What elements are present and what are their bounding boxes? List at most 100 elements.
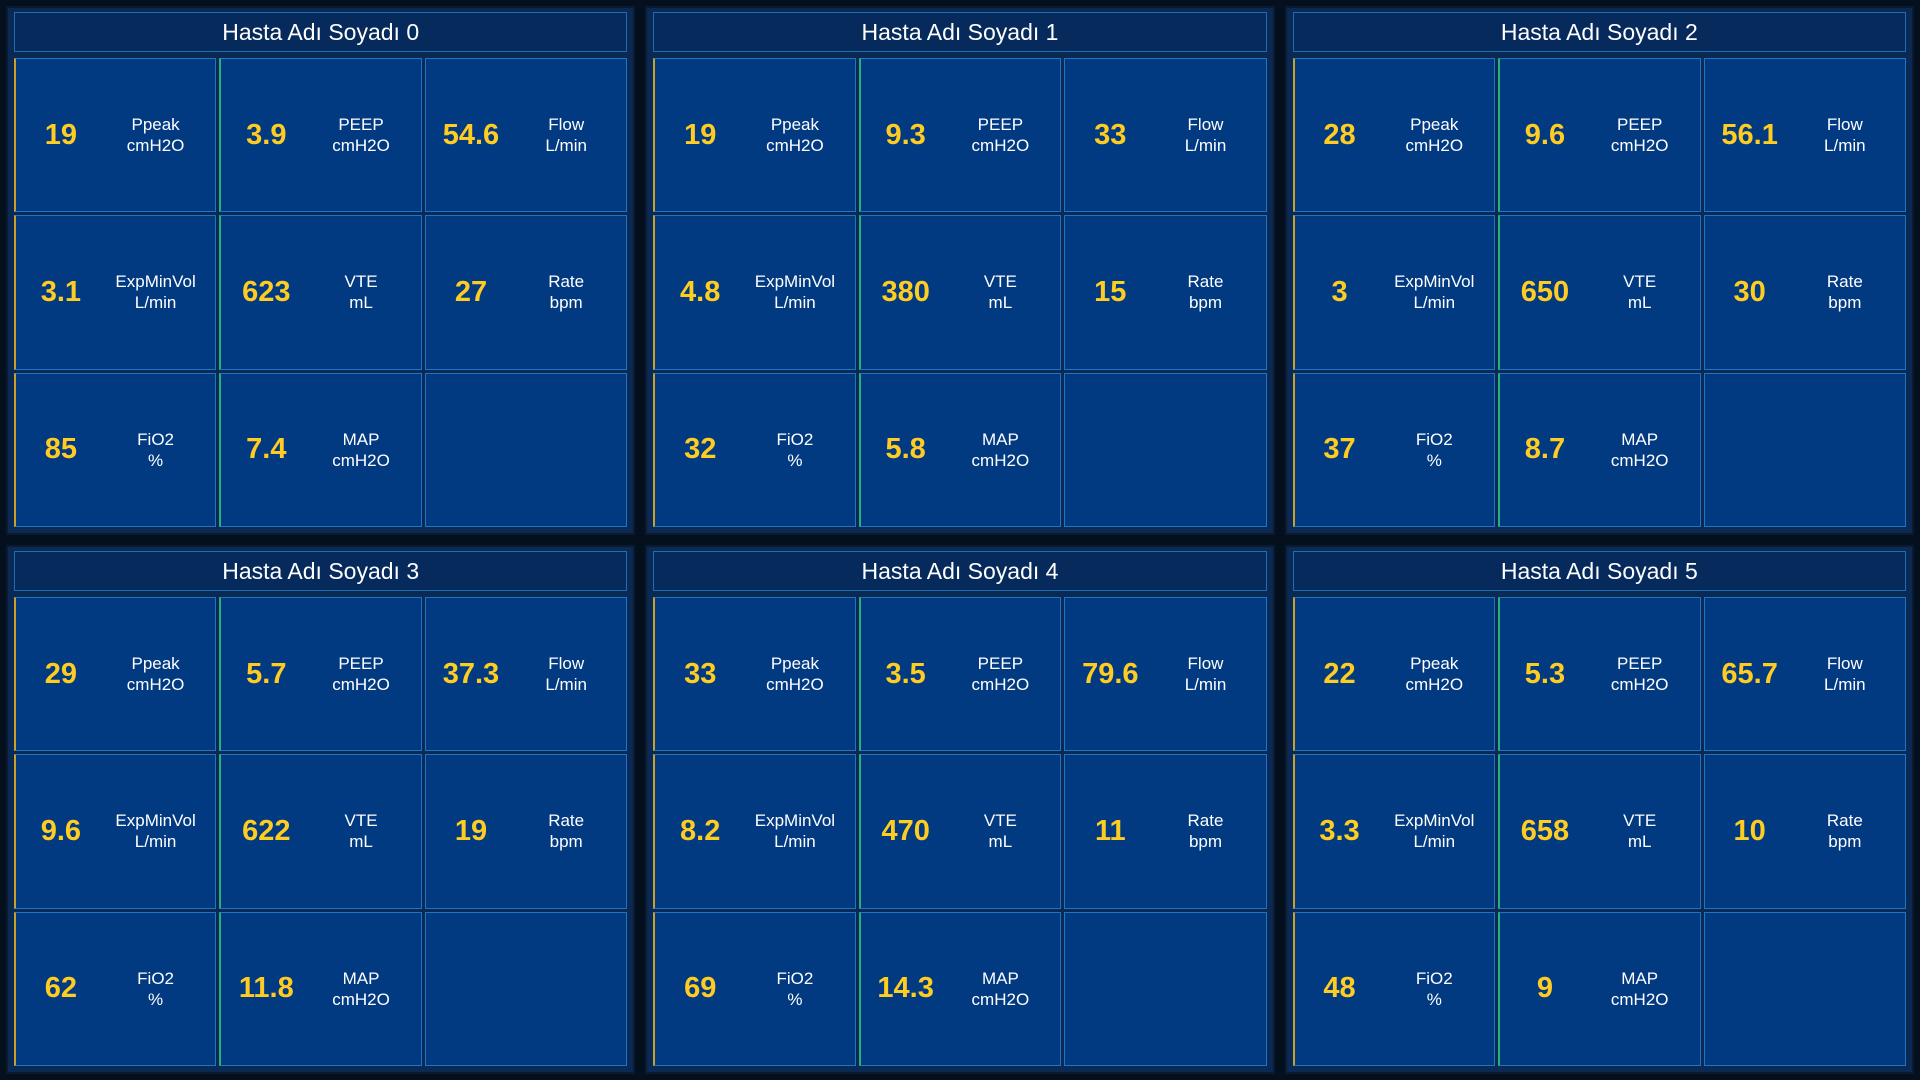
metric-tile: 9.6 ExpMinVol L/min — [14, 754, 217, 909]
metric-meta: FiO2% — [1384, 968, 1484, 1010]
metric-tile: 658 VTE mL — [1498, 754, 1701, 909]
metric-value: 37.3 — [442, 657, 500, 690]
metric-tile: 22 Ppeak cmH2O — [1292, 597, 1496, 752]
metric-label: MAP — [1621, 968, 1659, 988]
metric-tile: 48 FiO2% — [1292, 911, 1496, 1066]
metric-label: FiO2 — [137, 968, 175, 988]
metric-unit: mL — [1627, 832, 1652, 852]
metric-meta: PEEP cmH2O — [951, 114, 1051, 156]
metric-tile: 11 Rate bpm — [1064, 754, 1267, 909]
metric-unit: L/min — [774, 832, 816, 852]
metric-label: ExpMinVol — [115, 811, 196, 831]
metric-label: ExpMinVol — [115, 272, 196, 292]
metric-meta: Flow L/min — [1155, 653, 1255, 695]
metric-meta: Ppeak cmH2O — [1384, 653, 1484, 695]
metric-meta: PEEP cmH2O — [1590, 653, 1690, 695]
metric-meta: Ppeak cmH2O — [106, 114, 206, 156]
metric-label: ExpMinVol — [754, 811, 836, 831]
metric-label: VTE — [983, 811, 1017, 831]
patient-panel: Hasta Adı Soyadı 5 22 Ppeak cmH2O 5.3 PEEP cmH… — [1284, 545, 1914, 1074]
metric-meta: MAP cmH2O — [311, 968, 411, 1010]
metric-meta: Rate bpm — [1155, 810, 1255, 852]
metric-label: VTE — [344, 811, 378, 831]
metric-value: 22 — [1323, 657, 1356, 690]
metric-value: 11 — [1094, 814, 1126, 847]
metric-value: 54.6 — [442, 118, 500, 151]
metric-value: 8.2 — [680, 814, 721, 847]
metric-tile: 7.4 MAP cmH2O — [219, 372, 422, 527]
metric-meta: MAP cmH2O — [1590, 429, 1690, 471]
metric-label: MAP — [981, 429, 1019, 449]
metric-unit: L/min — [134, 293, 177, 313]
metric-label: Rate — [1826, 811, 1863, 831]
metric-tile: 3 ExpMinVol L/min — [1292, 215, 1496, 370]
metric-meta: Ppeak cmH2O — [745, 114, 845, 156]
empty-metric-tile — [1064, 911, 1267, 1066]
metric-tile: 10 Rate bpm — [1703, 754, 1906, 909]
metric-unit: L/min — [1824, 675, 1866, 695]
metric-unit: mL — [349, 832, 373, 852]
metric-value: 19 — [454, 814, 488, 847]
metric-tile: 3.3 ExpMinVol L/min — [1292, 754, 1496, 909]
metric-meta: FiO2% — [745, 968, 845, 1010]
empty-metric-tile — [424, 911, 628, 1066]
metric-value: 69 — [684, 972, 717, 1005]
metric-label: FiO2 — [1415, 429, 1453, 449]
metric-value: 14.3 — [877, 972, 934, 1005]
metric-label: ExpMinVol — [1394, 811, 1475, 831]
metric-value: 4.8 — [680, 275, 721, 308]
metric-tile-grid: 29 Ppeak cmH2O 5.7 PEEP cmH2O 37.3 Flow L/min 9.6… — [14, 597, 628, 1066]
metric-tile-grid: 28 Ppeak cmH2O 9.6 PEEP cmH2O 56.1 Flow L/min 3 Ex… — [1292, 58, 1906, 527]
metric-unit: cmH2O — [126, 136, 185, 156]
metric-meta: Rate bpm — [1795, 271, 1895, 313]
metric-value: 65.7 — [1721, 657, 1778, 690]
metric-tile: 14.3 MAP cmH2O — [858, 911, 1062, 1066]
metric-label: Flow — [548, 654, 585, 674]
patient-name-title: Hasta Adı Soyadı 4 — [653, 551, 1267, 591]
metric-meta: Flow L/min — [516, 114, 616, 156]
metric-tile: 33 Flow L/min — [1064, 58, 1267, 213]
metric-unit: L/min — [134, 832, 177, 852]
metric-tile: 8.7 MAP cmH2O — [1498, 372, 1701, 527]
metric-value: 19 — [684, 118, 717, 151]
metric-label: Ppeak — [770, 654, 820, 674]
metric-meta: PEEP cmH2O — [311, 114, 411, 156]
metric-label: Rate — [1187, 811, 1224, 831]
metric-meta: PEEP cmH2O — [1590, 114, 1690, 156]
metric-value: 3.3 — [1319, 814, 1360, 847]
metric-meta: ExpMinVol L/min — [106, 271, 206, 313]
metric-unit: cmH2O — [1405, 136, 1464, 156]
metric-tile: 380 VTE mL — [858, 215, 1062, 370]
metric-unit: cmH2O — [1610, 675, 1669, 695]
metric-tile: 19 Rate bpm — [424, 754, 628, 909]
metric-label: FiO2 — [137, 429, 175, 449]
metric-value: 30 — [1733, 275, 1766, 308]
metric-tile: 32 FiO2% — [653, 372, 856, 527]
metric-label: ExpMinVol — [1394, 272, 1475, 292]
metric-tile: 3.1 ExpMinVol L/min — [14, 215, 217, 370]
metric-meta: FiO2% — [1384, 429, 1484, 471]
metric-unit: bpm — [549, 293, 583, 313]
metric-label: PEEP — [1617, 654, 1663, 674]
metric-tile: 8.2 ExpMinVol L/min — [653, 754, 856, 909]
metric-meta: Flow L/min — [1155, 114, 1255, 156]
metric-unit: % — [787, 450, 803, 470]
metric-value: 56.1 — [1721, 118, 1778, 151]
patient-panel: Hasta Adı Soyadı 2 28 Ppeak cmH2O 9.6 PEEP cmH… — [1284, 6, 1914, 535]
metric-meta: MAP cmH2O — [311, 429, 411, 471]
metric-unit: bpm — [1828, 832, 1862, 852]
metric-meta: ExpMinVol L/min — [1384, 810, 1484, 852]
metric-label: Flow — [1826, 115, 1863, 135]
metric-unit: L/min — [1184, 136, 1227, 156]
metric-value: 622 — [242, 814, 291, 847]
metric-value: 3.1 — [40, 275, 82, 308]
metric-tile-grid: 22 Ppeak cmH2O 5.3 PEEP cmH2O 65.7 Flow L/min 3.3… — [1292, 597, 1906, 1066]
metric-value: 9 — [1536, 972, 1554, 1005]
metric-meta: Rate bpm — [1155, 271, 1255, 313]
metric-tile-grid: 19 Ppeak cmH2O 9.3 PEEP cmH2O 33 Flow L/min 4.8 Ex… — [653, 58, 1267, 527]
metric-tile: 4.8 ExpMinVol L/min — [653, 215, 856, 370]
metric-label: PEEP — [1617, 115, 1663, 135]
metric-label: VTE — [1623, 811, 1657, 831]
metric-meta: Flow L/min — [516, 653, 616, 695]
metric-tile: 85 FiO2% — [14, 372, 217, 527]
